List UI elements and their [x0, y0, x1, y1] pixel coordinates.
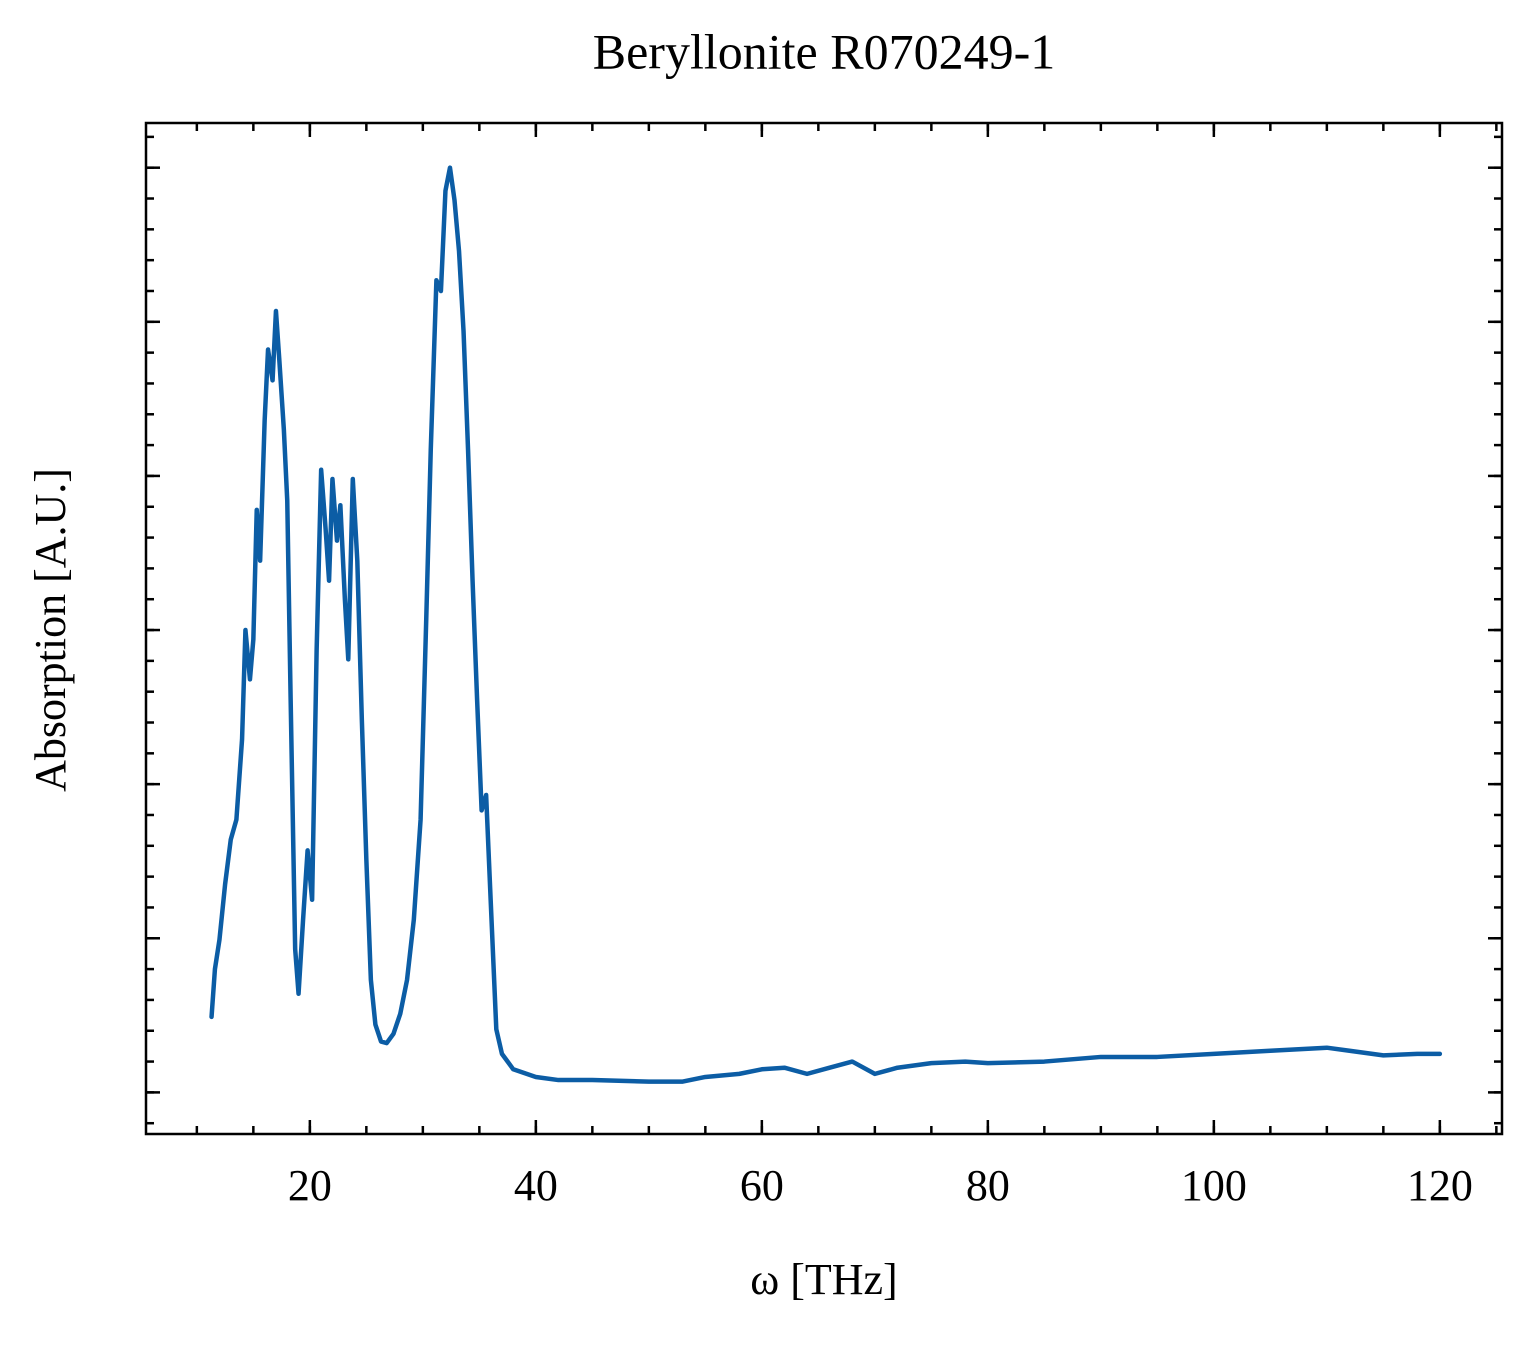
- x-tick-label: 120: [1407, 1161, 1473, 1210]
- y-axis-label: Absorption [A.U.]: [26, 468, 75, 792]
- x-tick-label: 40: [514, 1161, 558, 1210]
- x-tick-label: 80: [966, 1161, 1010, 1210]
- x-tick-label: 100: [1181, 1161, 1247, 1210]
- chart-title: Beryllonite R070249-1: [593, 23, 1055, 79]
- plot-frame: [144, 121, 1504, 1136]
- data-line: [209, 165, 1443, 1084]
- x-axis-label: ω [THz]: [750, 1255, 897, 1304]
- x-tick-label: 20: [288, 1161, 332, 1210]
- x-tick-label: 60: [740, 1161, 784, 1210]
